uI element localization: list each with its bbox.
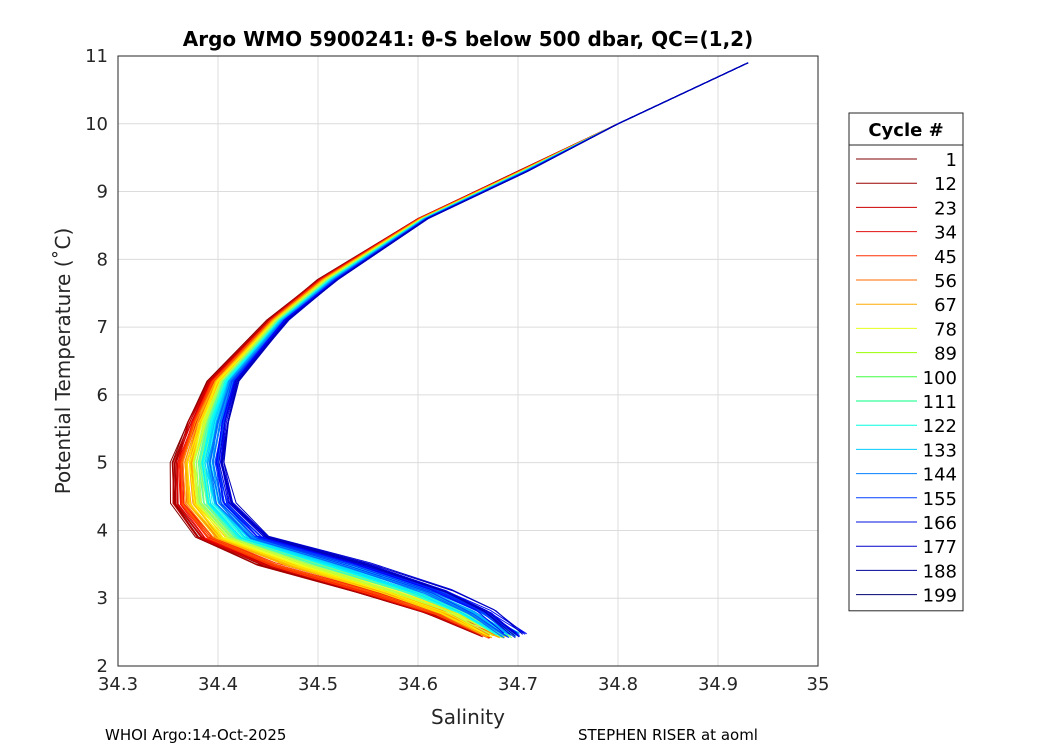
legend-label: 188 — [923, 561, 957, 582]
x-tick-label: 35 — [807, 674, 830, 695]
profile-line-cycle-183 — [216, 62, 749, 634]
y-tick-label: 11 — [85, 46, 108, 67]
x-tick-label: 34.8 — [598, 674, 638, 695]
x-tick-label: 34.6 — [398, 674, 438, 695]
legend-label: 67 — [934, 295, 957, 316]
legend-label: 122 — [923, 416, 957, 437]
x-tick-label: 34.5 — [298, 674, 338, 695]
profile-line-cycle-199 — [220, 62, 749, 637]
x-tick-label: 34.4 — [198, 674, 238, 695]
curves — [169, 62, 749, 639]
legend-label: 23 — [934, 198, 957, 219]
profile-line-cycle-139 — [204, 62, 749, 637]
legend-label: 1 — [946, 150, 957, 171]
x-tick-label: 34.9 — [698, 674, 738, 695]
y-tick-label: 2 — [97, 656, 108, 677]
y-tick-label: 3 — [97, 588, 108, 609]
legend-label: 34 — [934, 223, 957, 244]
y-tick-label: 5 — [97, 453, 108, 474]
grid — [117, 55, 819, 667]
legend-label: 78 — [934, 319, 957, 340]
x-tick-label: 34.7 — [498, 674, 538, 695]
legend-label: 111 — [923, 392, 957, 413]
legend-label: 166 — [923, 513, 957, 534]
y-tick-label: 6 — [97, 385, 108, 406]
y-tick-label: 9 — [97, 182, 108, 203]
ticks: 34.3 34.4 34.5 34.6 34.7 34.8 34.9 35 2 3 4 5 6 7 8 9 10… — [85, 46, 829, 695]
footer-credit: STEPHEN RISER at aoml — [578, 726, 758, 744]
y-tick-label: 4 — [97, 520, 108, 541]
legend-label: 155 — [923, 489, 957, 510]
y-axis-label: Potential Temperature (˚C) — [51, 228, 75, 495]
legend-label: 144 — [923, 465, 957, 486]
y-tick-label: 8 — [97, 249, 108, 270]
x-tick-label: 34.3 — [98, 674, 138, 695]
legend-title: Cycle # — [868, 120, 943, 141]
plot-frame — [117, 55, 819, 667]
y-tick-label: 10 — [85, 114, 108, 135]
legend: Cycle #1 12 23 34 45 56 67 78 89 100 111 122 133 144 1… — [848, 112, 964, 612]
chart-title: Argo WMO 5900241: θ-S below 500 dbar, QC… — [183, 27, 753, 51]
legend-label: 45 — [934, 247, 957, 268]
legend-label: 133 — [923, 440, 957, 461]
legend-label: 177 — [923, 537, 957, 558]
legend-label: 12 — [934, 174, 957, 195]
legend-label: 100 — [923, 368, 957, 389]
legend-label: 56 — [934, 271, 957, 292]
x-axis-label: Salinity — [431, 705, 505, 729]
footer-date: WHOI Argo:14-Oct-2025 — [105, 726, 287, 744]
legend-label: 89 — [934, 344, 957, 365]
y-tick-label: 7 — [97, 317, 108, 338]
legend-label: 199 — [923, 586, 957, 607]
legend-box — [848, 112, 964, 612]
